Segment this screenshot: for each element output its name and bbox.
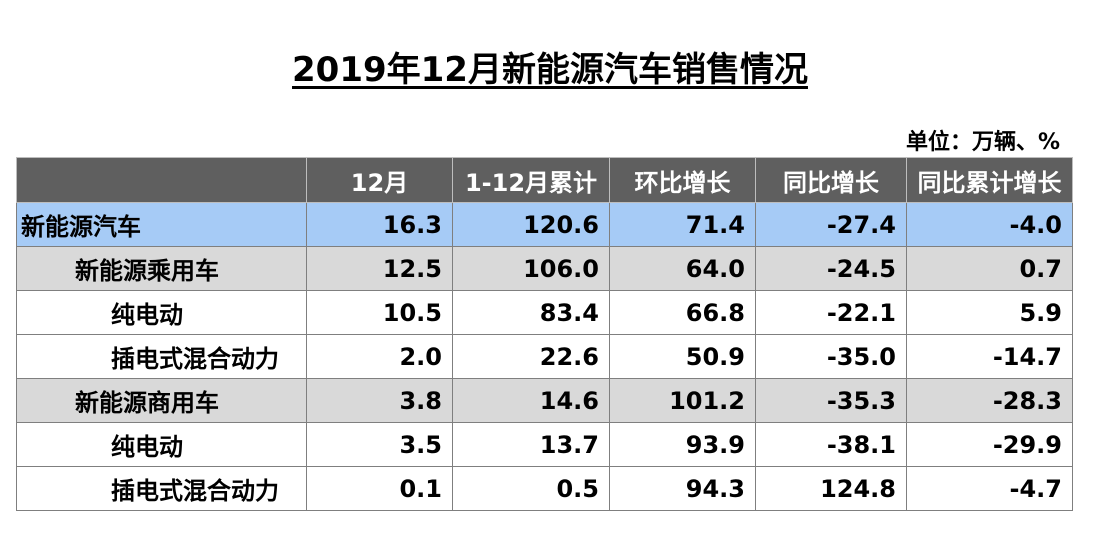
table-row: 纯电动 3.5 13.7 93.9 -38.1 -29.9: [16, 422, 1073, 467]
table-cell: 14.6: [452, 378, 610, 423]
table-cell: 2.0: [306, 334, 453, 379]
row-label: 新能源乘用车: [16, 246, 307, 291]
table-cell: -28.3: [906, 378, 1073, 423]
table-row: 插电式混合动力 2.0 22.6 50.9 -35.0 -14.7: [16, 334, 1073, 379]
table-cell: 94.3: [609, 466, 756, 511]
table-row: 插电式混合动力 0.1 0.5 94.3 124.8 -4.7: [16, 466, 1073, 511]
header-cell-blank: [16, 157, 307, 203]
table-cell: 3.8: [306, 378, 453, 423]
table-cell: -22.1: [755, 290, 907, 335]
table-cell: 101.2: [609, 378, 756, 423]
table-cell: -27.4: [755, 202, 907, 247]
table-cell: 0.5: [452, 466, 610, 511]
table-cell: -4.0: [906, 202, 1073, 247]
table-row: 纯电动 10.5 83.4 66.8 -22.1 5.9: [16, 290, 1073, 335]
table-cell: 0.1: [306, 466, 453, 511]
row-label: 纯电动: [16, 290, 307, 335]
table-cell: 13.7: [452, 422, 610, 467]
table-cell: 16.3: [306, 202, 453, 247]
row-label: 插电式混合动力: [16, 466, 307, 511]
header-cell-month: 12月: [306, 157, 453, 203]
table-row: 新能源汽车 16.3 120.6 71.4 -27.4 -4.0: [16, 202, 1073, 247]
table-cell: 10.5: [306, 290, 453, 335]
page-title: 2019年12月新能源汽车销售情况: [0, 42, 1100, 91]
sales-table: 12月 1-12月累计 环比增长 同比增长 同比累计增长 新能源汽车 16.3 …: [16, 157, 1073, 511]
row-label: 新能源汽车: [16, 202, 307, 247]
table-header-row: 12月 1-12月累计 环比增长 同比增长 同比累计增长: [16, 157, 1073, 203]
header-cell-yoy-cumulative-growth: 同比累计增长: [906, 157, 1073, 203]
table-cell: 106.0: [452, 246, 610, 291]
table-cell: -14.7: [906, 334, 1073, 379]
table-cell: 66.8: [609, 290, 756, 335]
table-cell: -35.3: [755, 378, 907, 423]
table-row: 新能源商用车 3.8 14.6 101.2 -35.3 -28.3: [16, 378, 1073, 423]
table-cell: -38.1: [755, 422, 907, 467]
row-label: 纯电动: [16, 422, 307, 467]
table-cell: 12.5: [306, 246, 453, 291]
table-cell: -35.0: [755, 334, 907, 379]
header-cell-cumulative: 1-12月累计: [452, 157, 610, 203]
table-cell: -4.7: [906, 466, 1073, 511]
table-cell: 93.9: [609, 422, 756, 467]
table-cell: 5.9: [906, 290, 1073, 335]
table-cell: 0.7: [906, 246, 1073, 291]
row-label: 插电式混合动力: [16, 334, 307, 379]
table-cell: -29.9: [906, 422, 1073, 467]
table-cell: -24.5: [755, 246, 907, 291]
header-cell-yoy-growth: 同比增长: [755, 157, 907, 203]
table-cell: 120.6: [452, 202, 610, 247]
table-cell: 71.4: [609, 202, 756, 247]
table-cell: 22.6: [452, 334, 610, 379]
page-title-text: 2019年12月新能源汽车销售情况: [292, 50, 808, 90]
table-cell: 3.5: [306, 422, 453, 467]
table-cell: 50.9: [609, 334, 756, 379]
table-cell: 124.8: [755, 466, 907, 511]
table-cell: 64.0: [609, 246, 756, 291]
unit-note: 单位：万辆、%: [905, 130, 1060, 155]
table-row: 新能源乘用车 12.5 106.0 64.0 -24.5 0.7: [16, 246, 1073, 291]
table-cell: 83.4: [452, 290, 610, 335]
header-cell-mom-growth: 环比增长: [609, 157, 756, 203]
row-label: 新能源商用车: [16, 378, 307, 423]
